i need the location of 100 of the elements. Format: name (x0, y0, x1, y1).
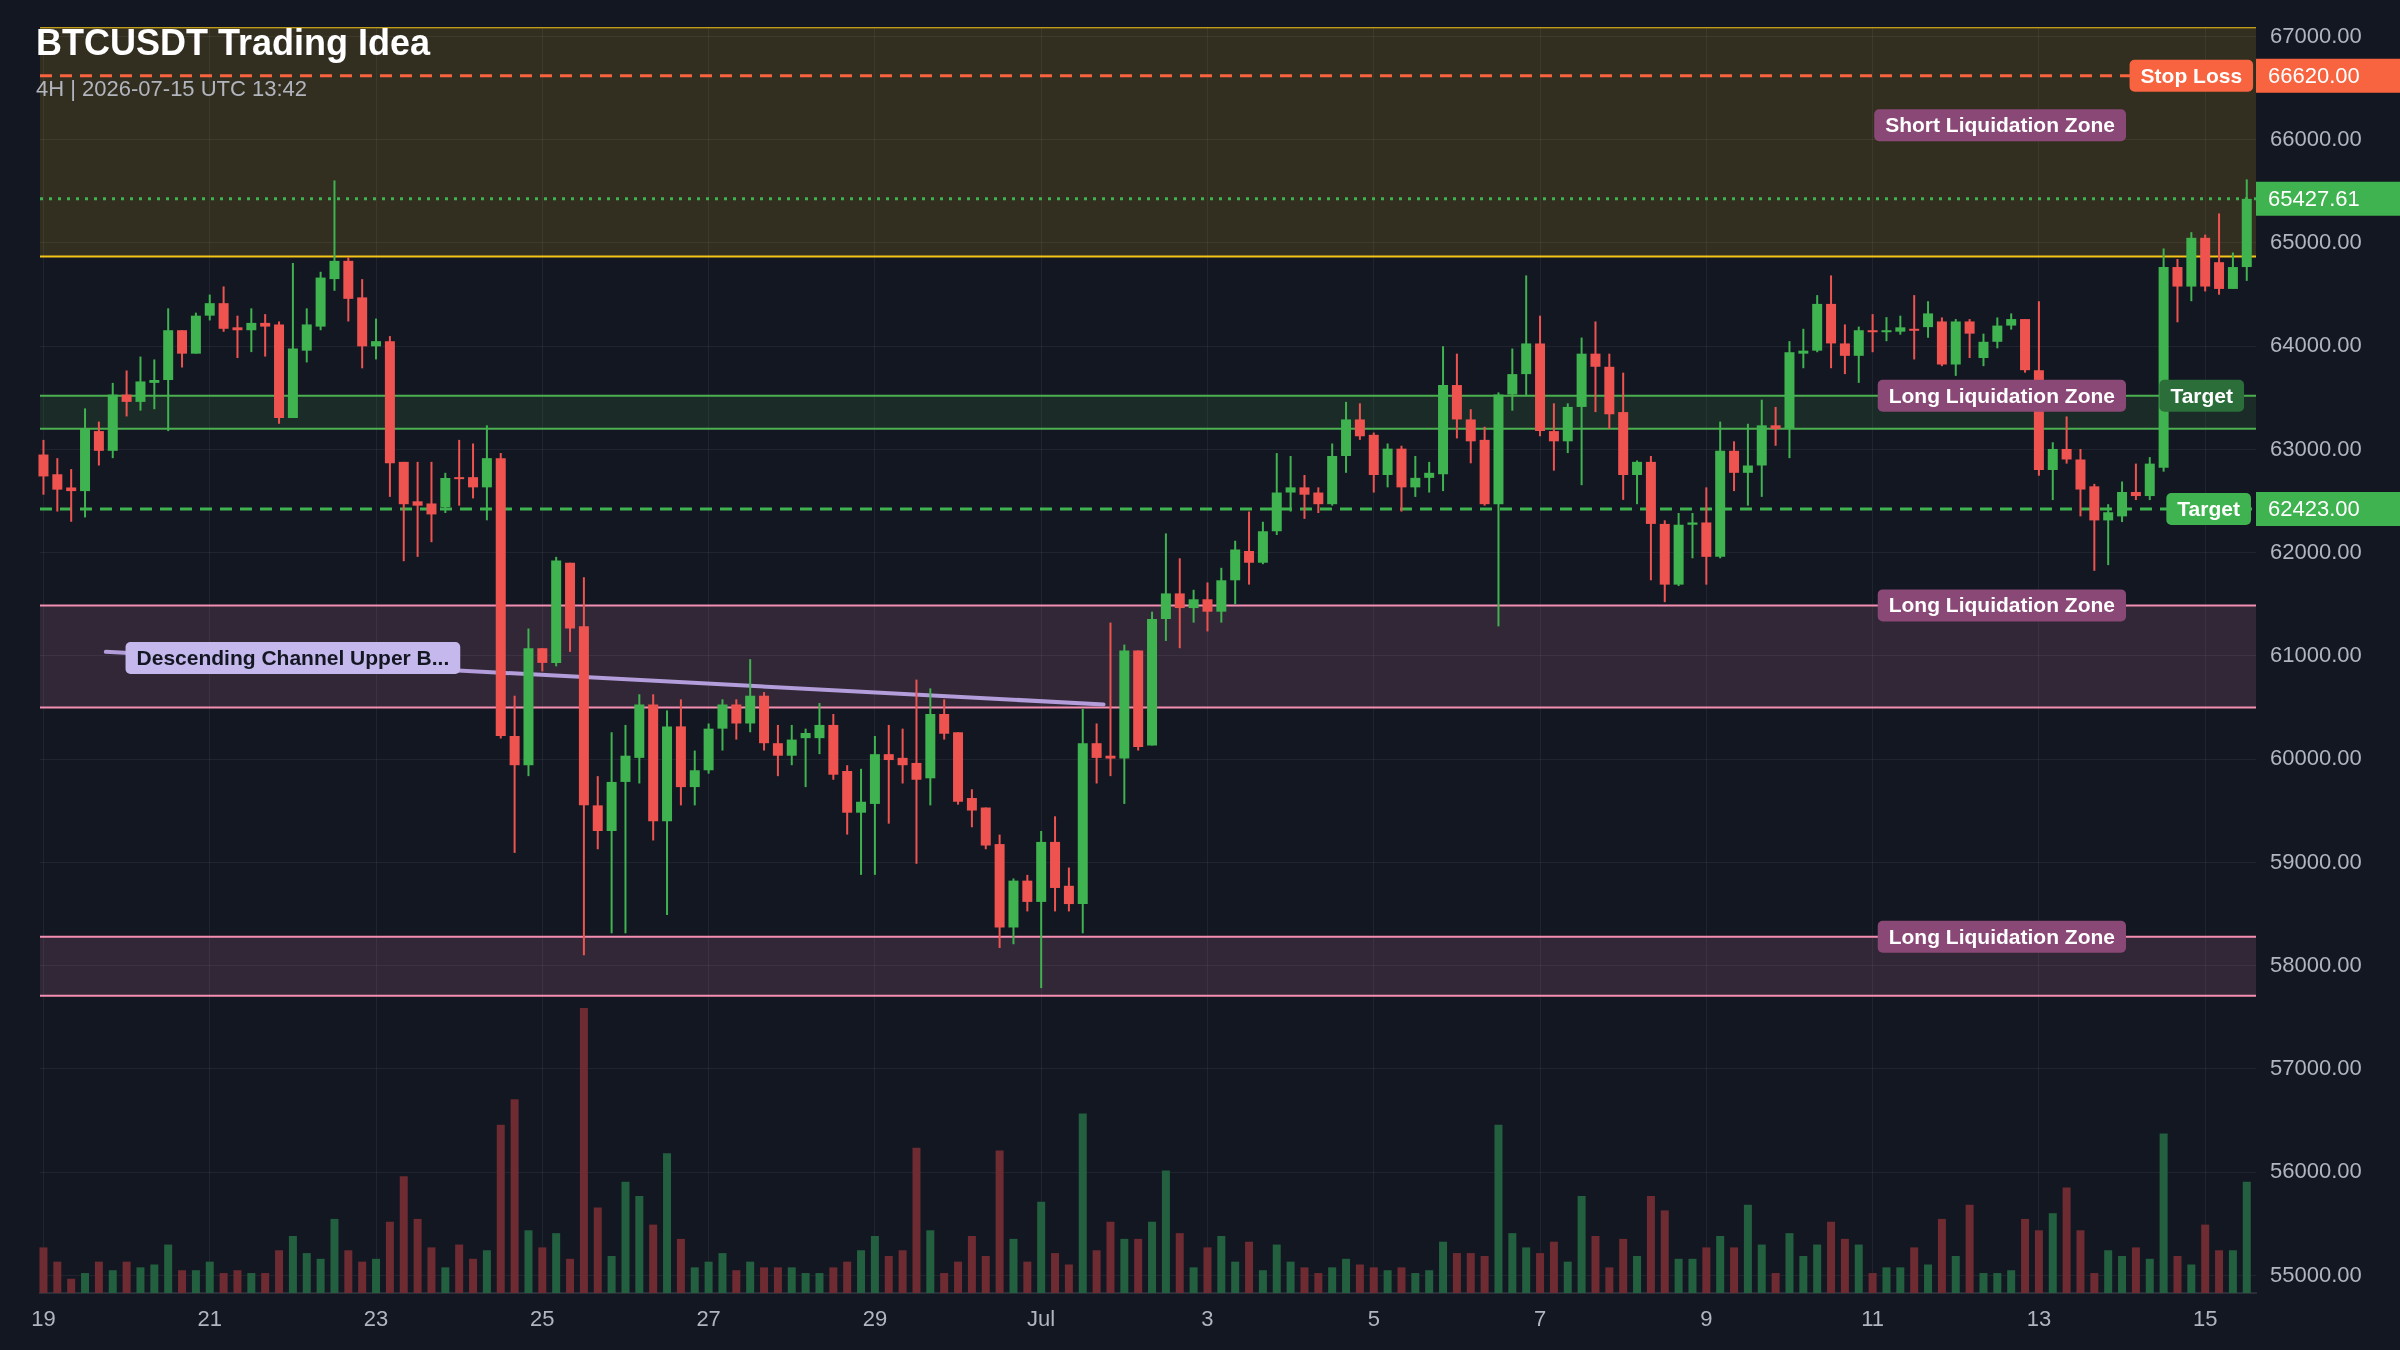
y-tick-label: 64000.00 (2270, 332, 2362, 358)
bar (205, 1261, 214, 1293)
band-label: Short Liquidation Zone (1885, 113, 2116, 136)
bar (1937, 1218, 1946, 1293)
bar (967, 1236, 976, 1293)
candlestick (1909, 294, 1920, 361)
bar (1106, 1221, 1115, 1293)
bar (150, 1264, 159, 1293)
candlestick (1091, 722, 1102, 785)
x-tick-label: 13 (2026, 1306, 2052, 1332)
candlestick (1839, 323, 1850, 376)
x-tick-label: Jul (1027, 1306, 1056, 1332)
bar (940, 1273, 949, 1293)
bar (1148, 1221, 1157, 1293)
bar (1355, 1264, 1364, 1293)
bar (676, 1238, 685, 1293)
candlestick (1022, 873, 1033, 913)
bar (1730, 1247, 1739, 1293)
candlestick (1244, 510, 1255, 586)
candlestick (1687, 511, 1698, 560)
bar (579, 1008, 588, 1293)
bar (2034, 1230, 2043, 1293)
bar (1328, 1267, 1337, 1293)
bar (94, 1261, 103, 1293)
y-tick-label: 65000.00 (2270, 229, 2362, 255)
bar (773, 1267, 782, 1293)
y-tick-label: 60000.00 (2270, 745, 2362, 771)
bar (1674, 1258, 1683, 1293)
bar (1549, 1241, 1558, 1293)
bar (746, 1261, 755, 1293)
bar (178, 1270, 187, 1293)
candlestick (1507, 347, 1518, 412)
y-tick-label: 61000.00 (2270, 642, 2362, 668)
bar (372, 1258, 381, 1293)
bar (815, 1273, 824, 1293)
bar (2173, 1255, 2182, 1293)
bar (275, 1250, 284, 1293)
bar (2090, 1273, 2099, 1293)
x-tick-label: 5 (1367, 1306, 1380, 1332)
bar (1591, 1236, 1600, 1293)
text: 4H | 2026-07-15 UTC 13:42 (36, 76, 308, 102)
bar (2021, 1218, 2030, 1293)
bar (829, 1267, 838, 1293)
bar (1965, 1204, 1974, 1293)
x-tick-label: 19 (31, 1306, 56, 1332)
candlestick (1354, 402, 1365, 441)
bar (552, 1233, 561, 1293)
bar (1439, 1241, 1448, 1293)
candlestick (1548, 402, 1559, 472)
bar (593, 1207, 602, 1293)
x-tick-label: 7 (1533, 1306, 1547, 1332)
candlestick (537, 647, 548, 673)
candlestick (149, 358, 160, 411)
bar (1979, 1273, 1988, 1293)
candlestick (1964, 318, 1975, 359)
bar (1522, 1247, 1531, 1293)
bar (81, 1273, 90, 1293)
y-tick-label: 59000.00 (2270, 848, 2362, 874)
bar (136, 1267, 145, 1293)
candlestick (1410, 454, 1421, 498)
bar (469, 1258, 478, 1293)
bar (1189, 1267, 1198, 1293)
bar (1619, 1238, 1628, 1293)
x-tick-label: 15 (2192, 1306, 2218, 1332)
bar (1009, 1238, 1018, 1293)
bar (1743, 1204, 1752, 1293)
bar (2131, 1247, 2140, 1293)
bar (954, 1261, 963, 1293)
bar (801, 1273, 810, 1293)
bar (1896, 1267, 1905, 1293)
bar (316, 1258, 325, 1293)
y-tick-label: 55000.00 (2270, 1261, 2362, 1287)
bar (1023, 1261, 1032, 1293)
bar (1286, 1261, 1295, 1293)
bar (1383, 1270, 1392, 1293)
x-tick-label: 3 (1201, 1306, 1214, 1332)
bar (1217, 1236, 1226, 1293)
bar (1757, 1244, 1766, 1293)
x-tick-label: 9 (1700, 1306, 1713, 1332)
band-label: Long Liquidation Zone (1888, 593, 2116, 617)
x-tick-label: 23 (363, 1306, 389, 1332)
bar (358, 1261, 367, 1293)
y-tick-label: 58000.00 (2270, 951, 2362, 977)
bar (1369, 1267, 1378, 1293)
candlestick (2130, 462, 2141, 502)
candlestick (883, 723, 894, 825)
candlestick (2172, 257, 2183, 324)
x-tick-label: 27 (696, 1306, 721, 1332)
bar (1951, 1255, 1960, 1293)
bar (1799, 1255, 1808, 1293)
bar (1716, 1236, 1725, 1293)
candlestick (1895, 314, 1906, 336)
bar (649, 1224, 658, 1293)
bar (1452, 1253, 1461, 1293)
bar (1175, 1233, 1184, 1293)
bar (884, 1255, 893, 1293)
bar (1051, 1253, 1060, 1293)
bar (1633, 1255, 1642, 1293)
ref-line-label: 66620.00 (2268, 62, 2360, 88)
candlestick (1742, 422, 1753, 507)
